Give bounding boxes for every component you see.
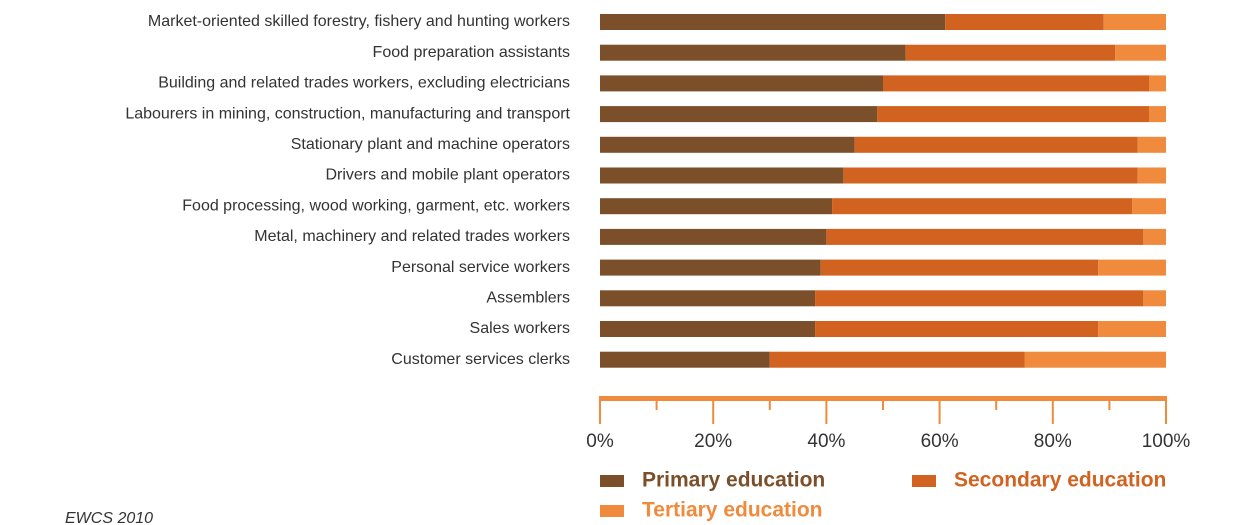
bar-segment <box>600 75 883 92</box>
x-tick-label: 80% <box>1034 431 1072 452</box>
bar-segment <box>1115 44 1166 61</box>
category-label: Food preparation assistants <box>373 44 570 61</box>
x-tick-label: 40% <box>807 431 845 452</box>
bar-segment <box>877 106 1150 123</box>
category-label: Personal service workers <box>391 259 570 276</box>
bar-segment <box>1149 106 1166 123</box>
bar-segment <box>1103 14 1166 30</box>
bar-segment <box>600 351 770 368</box>
category-label: Building and related trades workers, exc… <box>158 75 570 92</box>
bar-segment <box>1098 321 1166 337</box>
category-label: Market-oriented skilled forestry, fisher… <box>148 13 570 30</box>
category-label: Stationary plant and machine operators <box>291 136 570 153</box>
bar-segment <box>600 106 878 123</box>
x-tick-label: 0% <box>586 431 614 452</box>
category-label: Labourers in mining, construction, manuf… <box>125 105 570 122</box>
bar-segment <box>1143 290 1166 307</box>
bar-segment <box>883 75 1150 92</box>
legend-label: Primary education <box>642 469 825 492</box>
bar-segment <box>600 198 833 215</box>
x-tick-label: 60% <box>921 431 959 452</box>
bar-segment <box>600 259 821 276</box>
legend-swatch <box>600 505 624 517</box>
category-label: Sales workers <box>470 320 570 337</box>
category-label: Customer services clerks <box>391 351 570 368</box>
bar-segment <box>945 14 1104 30</box>
bar-segment <box>826 228 1144 245</box>
legend-label: Tertiary education <box>642 499 823 522</box>
bar-segment <box>843 167 1138 184</box>
bar-segment <box>832 198 1133 215</box>
bar-segment <box>1143 228 1166 245</box>
category-label: Drivers and mobile plant operators <box>325 167 570 184</box>
source: EWCS 2010 <box>65 510 153 525</box>
bar-segment <box>1149 75 1166 92</box>
bar-segment <box>600 228 827 245</box>
bar-segment <box>600 321 816 337</box>
bar-segment <box>905 44 1116 61</box>
x-tick-label: 100% <box>1142 431 1191 452</box>
bar-segment <box>815 321 1099 337</box>
legend-swatch <box>600 475 624 487</box>
category-label: Metal, machinery and related trades work… <box>254 228 570 245</box>
bar-segment <box>1132 198 1166 215</box>
legend-label: Secondary education <box>954 469 1166 492</box>
x-tick-label: 20% <box>694 431 732 452</box>
bar-segment <box>1137 136 1166 153</box>
bar-segment <box>600 14 946 30</box>
legend-swatch <box>912 475 936 487</box>
category-label: Food processing, wood working, garment, … <box>182 197 570 214</box>
bar-segment <box>1098 259 1166 276</box>
bar-segment <box>854 136 1138 153</box>
bar-segment <box>820 259 1099 276</box>
bar-segment <box>1137 167 1166 184</box>
bar-segment <box>600 290 816 307</box>
bar-segment <box>769 351 1025 368</box>
bar-segment <box>1024 351 1166 368</box>
bar-segment <box>600 44 906 61</box>
bar-segment <box>815 290 1144 307</box>
bar-segment <box>600 136 855 153</box>
bar-segment <box>600 167 844 184</box>
category-label: Assemblers <box>486 290 570 307</box>
